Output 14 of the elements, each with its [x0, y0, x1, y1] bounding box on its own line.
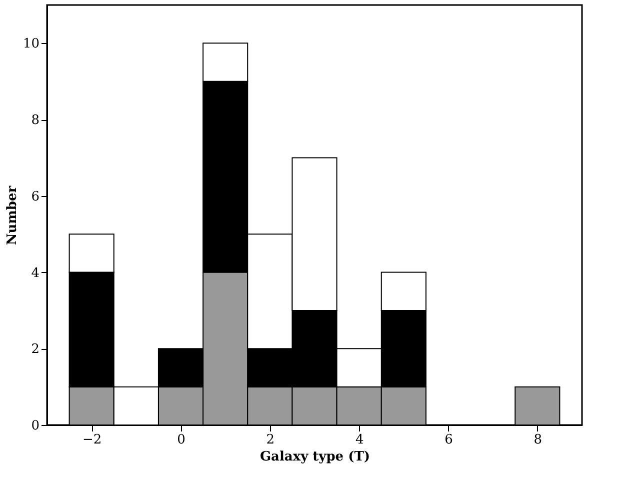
x-tick-label: 0 [177, 432, 186, 448]
y-tick-label: 2 [31, 342, 40, 358]
y-tick-label: 4 [31, 266, 40, 281]
y-tick-label: 6 [31, 189, 40, 204]
y-tick-label: 0 [31, 418, 40, 434]
y-axis-title: Number [4, 186, 20, 246]
x-tick-label: 6 [444, 432, 453, 448]
x-tick-label: 8 [534, 432, 542, 448]
x-tick-label: −2 [82, 432, 102, 448]
x-tick-label: 4 [355, 432, 364, 448]
y-tick-label: 10 [22, 36, 40, 52]
x-axis-title: Galaxy type (T) [260, 450, 370, 464]
y-tick-label: 8 [31, 113, 40, 128]
x-tick-label: 2 [266, 432, 275, 448]
